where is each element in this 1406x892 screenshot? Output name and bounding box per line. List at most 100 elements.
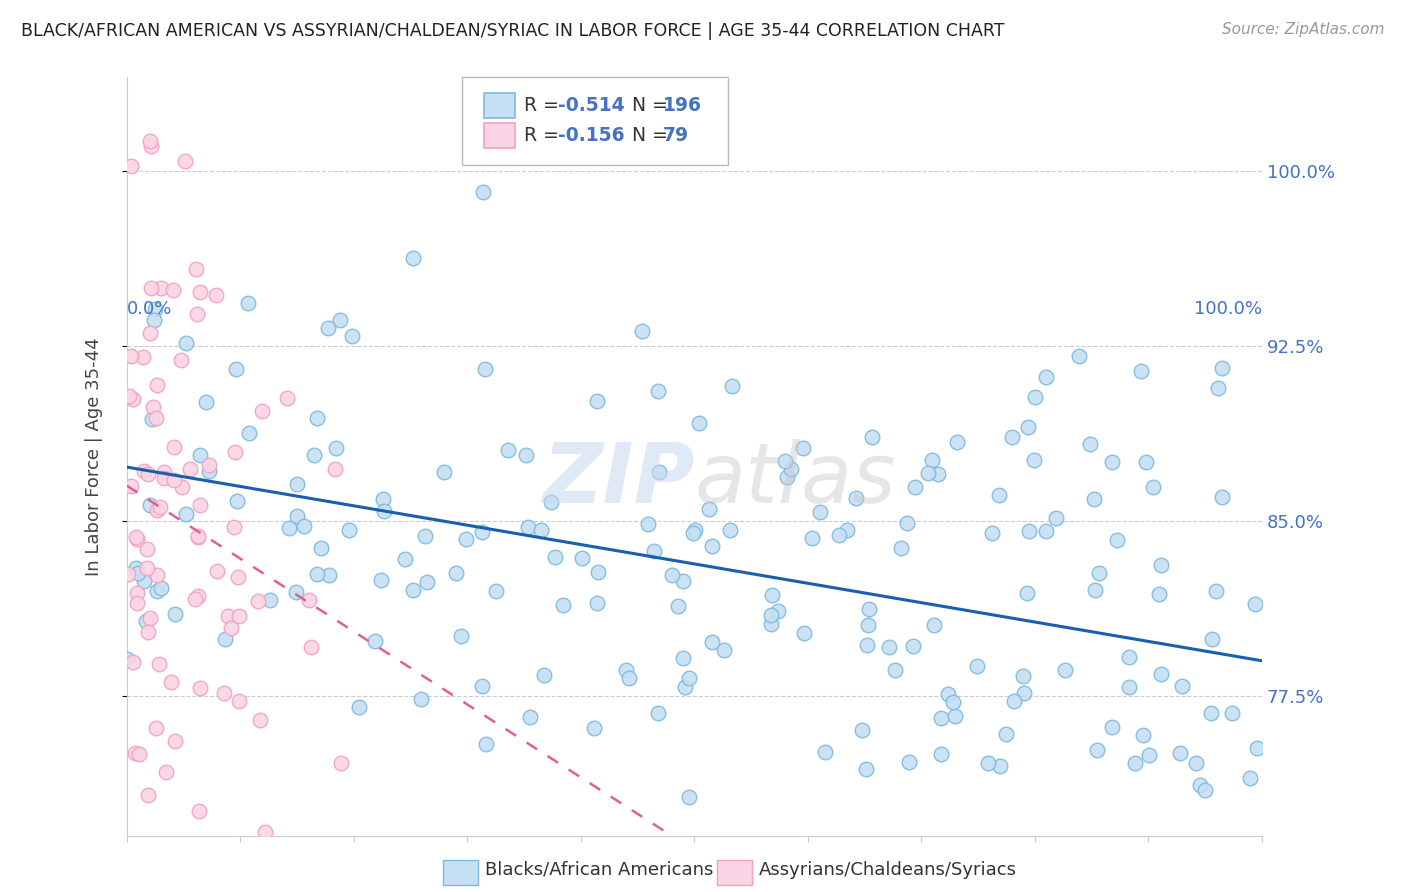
- Point: [1154, 861, 1177, 875]
- Point: [186, 261, 208, 276]
- Point: [120, 159, 142, 173]
- Point: [146, 502, 169, 516]
- Point: [1206, 381, 1229, 395]
- Point: [1078, 437, 1101, 451]
- Point: [702, 540, 724, 554]
- Point: [540, 495, 562, 509]
- Point: [142, 312, 165, 326]
- Point: [122, 655, 145, 669]
- Point: [160, 675, 183, 690]
- Point: [879, 640, 901, 654]
- Point: [1067, 350, 1090, 364]
- Point: [1018, 524, 1040, 538]
- Point: [371, 492, 394, 507]
- Point: [179, 462, 201, 476]
- Point: [929, 747, 952, 761]
- Point: [702, 634, 724, 648]
- Point: [1199, 706, 1222, 721]
- Point: [165, 607, 187, 621]
- Point: [186, 307, 208, 321]
- Point: [1135, 455, 1157, 469]
- Point: [1118, 680, 1140, 694]
- Point: [1035, 524, 1057, 539]
- Point: [125, 585, 148, 599]
- Point: [329, 313, 352, 327]
- Point: [316, 321, 339, 335]
- Point: [890, 541, 912, 555]
- Point: [297, 592, 319, 607]
- Point: [1024, 452, 1046, 467]
- Text: N =: N =: [631, 96, 673, 115]
- Point: [217, 609, 239, 624]
- Point: [325, 441, 347, 455]
- Text: 196: 196: [662, 96, 702, 115]
- Point: [136, 788, 159, 802]
- Point: [936, 688, 959, 702]
- Point: [631, 324, 654, 338]
- Point: [571, 551, 593, 566]
- Point: [124, 530, 146, 544]
- Point: [128, 747, 150, 761]
- Point: [856, 638, 879, 652]
- Point: [617, 671, 640, 685]
- Text: 100.0%: 100.0%: [1194, 300, 1263, 318]
- Point: [284, 585, 307, 599]
- Point: [721, 379, 744, 393]
- Point: [1201, 632, 1223, 646]
- Point: [122, 392, 145, 406]
- Point: [1084, 583, 1107, 598]
- Point: [845, 491, 868, 506]
- Point: [647, 706, 669, 721]
- Point: [647, 384, 669, 399]
- Point: [141, 412, 163, 426]
- Point: [1184, 756, 1206, 770]
- Text: Blacks/African Americans: Blacks/African Americans: [485, 861, 713, 879]
- Point: [205, 565, 228, 579]
- Point: [582, 721, 605, 735]
- Point: [172, 480, 194, 494]
- Point: [145, 411, 167, 425]
- Point: [1211, 491, 1233, 505]
- Point: [688, 416, 710, 430]
- Point: [163, 440, 186, 454]
- Point: [226, 493, 249, 508]
- Point: [228, 694, 250, 708]
- Point: [1045, 511, 1067, 525]
- Point: [851, 723, 873, 737]
- Point: [1142, 480, 1164, 494]
- Point: [1024, 390, 1046, 404]
- Point: [163, 473, 186, 487]
- Point: [136, 541, 159, 556]
- Point: [943, 709, 966, 723]
- Point: [138, 326, 160, 341]
- Point: [792, 441, 814, 455]
- Point: [285, 508, 308, 523]
- Text: ZIP: ZIP: [541, 439, 695, 520]
- Point: [134, 464, 156, 478]
- Point: [305, 410, 328, 425]
- Point: [1211, 361, 1233, 376]
- Text: 0.0%: 0.0%: [127, 300, 173, 318]
- Point: [347, 700, 370, 714]
- Point: [139, 610, 162, 624]
- Point: [643, 544, 665, 558]
- Point: [139, 499, 162, 513]
- Point: [214, 632, 236, 647]
- Point: [614, 663, 637, 677]
- Point: [219, 622, 242, 636]
- Point: [661, 567, 683, 582]
- Point: [132, 574, 155, 589]
- Point: [1205, 583, 1227, 598]
- Point: [276, 391, 298, 405]
- Point: [299, 640, 322, 654]
- Point: [139, 281, 162, 295]
- Point: [1085, 743, 1108, 757]
- Point: [187, 589, 209, 603]
- Point: [254, 825, 277, 839]
- Point: [118, 389, 141, 403]
- Point: [194, 394, 217, 409]
- Point: [922, 618, 945, 632]
- Text: BLACK/AFRICAN AMERICAN VS ASSYRIAN/CHALDEAN/SYRIAC IN LABOR FORCE | AGE 35-44 CO: BLACK/AFRICAN AMERICAN VS ASSYRIAN/CHALD…: [21, 22, 1005, 40]
- Point: [184, 592, 207, 607]
- Point: [370, 573, 392, 587]
